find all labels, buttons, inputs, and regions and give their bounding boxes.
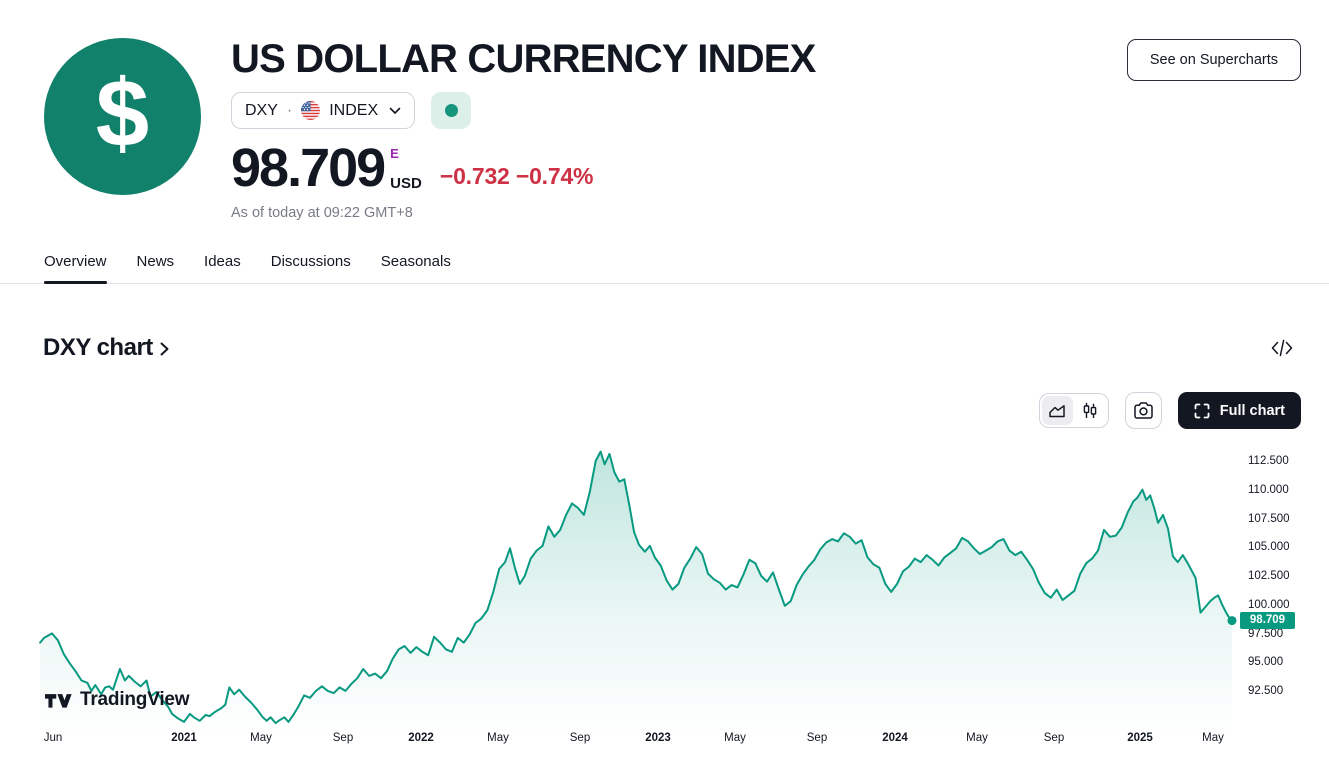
us-flag-icon xyxy=(301,101,321,120)
x-axis-tick: Sep xyxy=(332,732,354,744)
series-area-fill xyxy=(40,451,1233,738)
embed-code-icon[interactable] xyxy=(1271,339,1293,357)
candlestick-chart-icon xyxy=(1082,402,1098,419)
x-axis-tick: 2021 xyxy=(171,732,197,744)
market-open-dot-icon xyxy=(444,104,458,117)
series-line xyxy=(39,450,1233,725)
x-axis-tick: 2024 xyxy=(882,732,908,744)
change-percent: −0.74% xyxy=(515,163,594,189)
x-axis-tick: Sep xyxy=(806,732,828,744)
tradingview-watermark: TradingView xyxy=(45,689,190,711)
x-axis-tick: 2023 xyxy=(645,732,671,744)
x-axis-tick: May xyxy=(724,732,746,744)
x-axis-tick: Jun xyxy=(43,732,63,744)
section-tabs: Overview News Ideas Discussions Seasonal… xyxy=(0,253,1329,284)
tab-discussions[interactable]: Discussions xyxy=(270,253,351,270)
x-axis-tick: Sep xyxy=(1043,732,1065,744)
eod-data-flag: E xyxy=(390,146,399,161)
chart-section-title[interactable]: DXY chart xyxy=(43,332,170,364)
candles-style-button[interactable] xyxy=(1075,396,1106,425)
page-title: US DOLLAR CURRENCY INDEX xyxy=(231,37,816,81)
x-axis-tick: 2022 xyxy=(408,732,434,744)
chart-toolbar: Full chart xyxy=(0,392,1301,429)
price-change: −0.732 −0.74% xyxy=(439,163,594,193)
symbol-logo: $ xyxy=(44,38,201,195)
x-axis-tick: May xyxy=(250,732,272,744)
y-axis-tick: 100.000 xyxy=(1248,598,1290,611)
x-axis-tick: May xyxy=(487,732,509,744)
y-axis-tick: 105.000 xyxy=(1248,541,1290,554)
area-chart-icon xyxy=(1048,403,1066,419)
tradingview-logo-icon xyxy=(45,690,72,711)
change-absolute: −0.732 xyxy=(439,163,510,189)
y-axis-tick: 97.500 xyxy=(1248,627,1284,640)
snapshot-button[interactable] xyxy=(1124,392,1162,429)
fullscreen-icon xyxy=(1194,403,1210,419)
y-axis-tick: 92.500 xyxy=(1248,685,1284,697)
symbol-switcher[interactable]: DXY · xyxy=(231,92,416,129)
currency-label: USD xyxy=(390,175,422,192)
symbol-exchange: INDEX xyxy=(329,101,379,119)
x-axis-tick: Sep xyxy=(569,732,591,744)
last-point-dot xyxy=(1227,616,1237,626)
dollar-sign-icon: $ xyxy=(95,59,150,167)
area-style-button[interactable] xyxy=(1041,396,1073,425)
as-of-timestamp: As of today at 09:22 GMT+8 xyxy=(231,205,413,221)
y-axis-tick: 110.000 xyxy=(1248,483,1289,496)
tab-overview[interactable]: Overview xyxy=(44,253,107,284)
area-chart-plot[interactable] xyxy=(0,438,1240,738)
y-axis-tick: 95.000 xyxy=(1248,656,1284,669)
market-status-button[interactable] xyxy=(431,92,472,129)
tab-ideas[interactable]: Ideas xyxy=(204,253,241,270)
y-axis-tick: 102.500 xyxy=(1248,570,1290,582)
y-axis-tick: 107.500 xyxy=(1248,512,1290,525)
last-price: 98.709 xyxy=(231,138,386,198)
y-axis-tick: 112.500 xyxy=(1248,455,1289,467)
chevron-down-icon xyxy=(389,107,401,115)
chart-style-switcher xyxy=(1038,393,1109,428)
header-main: US DOLLAR CURRENCY INDEX DXY · xyxy=(231,38,816,221)
see-on-supercharts-button[interactable]: See on Supercharts xyxy=(1126,39,1301,81)
chevron-right-icon xyxy=(159,336,170,364)
symbol-header: $ US DOLLAR CURRENCY INDEX DXY · xyxy=(0,0,1329,221)
camera-icon xyxy=(1133,401,1154,420)
separator: · xyxy=(286,101,293,119)
x-axis-tick: May xyxy=(1202,732,1224,744)
tab-seasonals[interactable]: Seasonals xyxy=(380,253,451,270)
last-price-tag: 98.709 xyxy=(1240,612,1295,630)
x-axis-tick: 2025 xyxy=(1127,732,1153,744)
price-chart[interactable]: 112.500 110.000 107.500 105.000 102.500 100.0… xyxy=(0,438,1329,767)
full-chart-button[interactable]: Full chart xyxy=(1177,392,1301,429)
tab-news[interactable]: News xyxy=(136,253,175,270)
symbol-ticker: DXY xyxy=(245,101,278,119)
x-axis-tick: May xyxy=(966,732,988,744)
